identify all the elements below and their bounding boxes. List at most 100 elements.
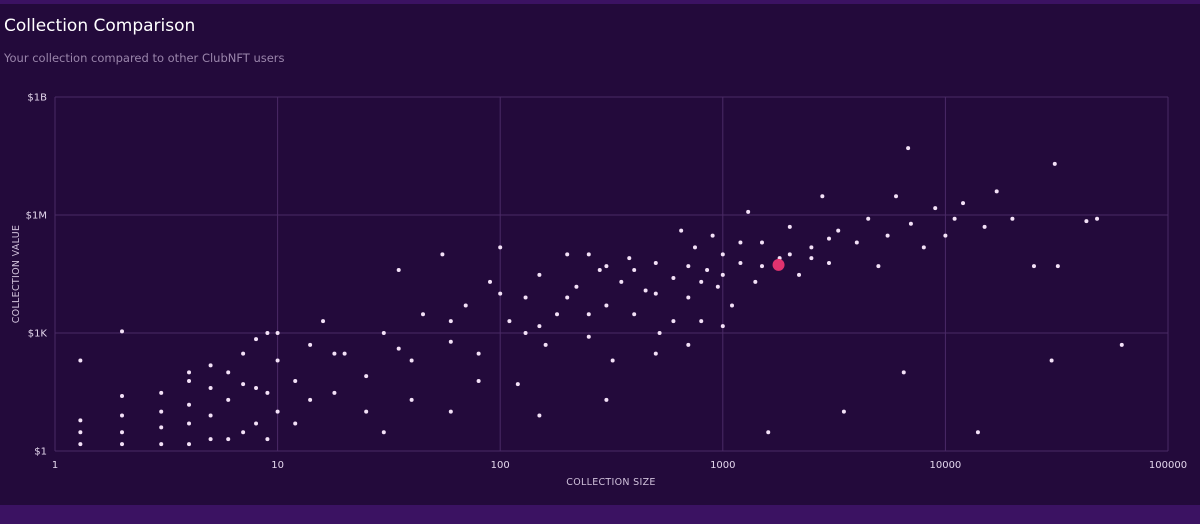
point [78,358,83,363]
point [1119,342,1124,347]
point [766,430,771,435]
point [1052,161,1057,166]
point [1055,264,1060,269]
point [686,264,691,269]
point [241,351,246,356]
point [226,397,231,402]
point [901,370,906,375]
point [159,390,164,395]
point [894,194,899,199]
point [1084,219,1089,224]
point [409,358,414,363]
point [364,374,369,379]
x-tick-label: 10 [271,460,284,471]
point [543,342,548,347]
point [476,379,481,384]
point [254,385,259,390]
point [836,228,841,233]
point [332,351,337,356]
point [159,409,164,414]
point [604,264,609,269]
point [409,397,414,402]
point [586,252,591,257]
x-tick-label: 1000 [710,460,735,471]
point [187,421,192,426]
point [632,267,637,272]
point [908,221,913,226]
point [653,261,658,266]
point [448,319,453,324]
point [396,346,401,351]
y-tick-label: $1K [28,329,48,340]
point [78,430,83,435]
point [463,303,468,308]
point [933,206,938,211]
point [876,264,881,269]
point [120,413,125,418]
point [619,279,624,284]
point [421,312,426,317]
point [827,261,832,266]
point [565,295,570,300]
point [565,252,570,257]
point [159,425,164,430]
point [120,329,125,334]
point [671,319,676,324]
point [820,194,825,199]
point [476,351,481,356]
point [746,209,751,214]
point [574,284,579,289]
point [208,437,213,442]
point [364,409,369,414]
point [720,324,725,329]
point [759,264,764,269]
point [994,189,999,194]
point [187,370,192,375]
point [448,409,453,414]
point [710,233,715,238]
point [797,272,802,277]
point [866,216,871,221]
point [241,382,246,387]
point [537,413,542,418]
user-point [772,258,785,271]
point [523,295,528,300]
point [1010,216,1015,221]
y-tick-label: $1 [34,447,47,458]
x-tick-label: 10000 [929,460,961,471]
x-axis-title: COLLECTION SIZE [566,477,655,488]
point [265,437,270,442]
point [381,331,386,335]
point [308,342,313,347]
point [961,201,966,206]
point [448,339,453,344]
point [699,319,704,324]
point [699,279,704,284]
point [254,337,259,342]
point [705,267,710,272]
point [787,224,792,229]
point [952,216,957,221]
point [507,319,512,324]
point [604,303,609,308]
point [759,240,764,245]
point [921,245,926,250]
point [332,390,337,395]
point [523,331,528,335]
point [597,267,602,272]
point [396,267,401,272]
point [1049,358,1054,363]
point [1031,264,1036,269]
point [498,291,503,296]
point [187,402,192,407]
point [975,430,980,435]
point [275,409,280,414]
point [265,331,270,335]
y-tick-label: $1B [27,93,47,104]
point [293,421,298,426]
point [604,397,609,402]
point [537,324,542,329]
point [720,252,725,257]
point [208,385,213,390]
point [738,240,743,245]
